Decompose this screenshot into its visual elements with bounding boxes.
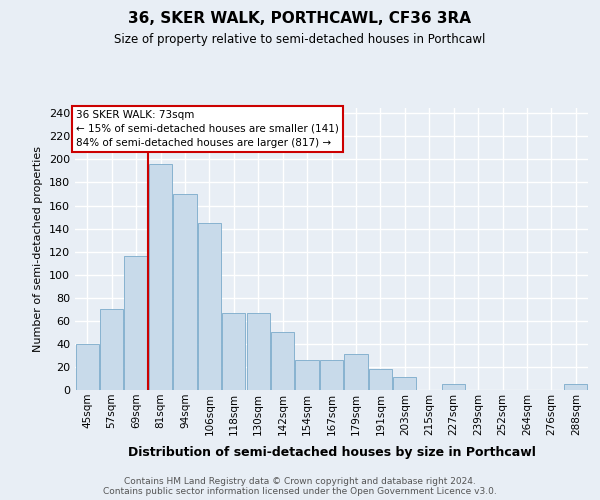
Bar	[173, 194, 197, 390]
Y-axis label: Number of semi-detached properties: Number of semi-detached properties	[34, 146, 43, 352]
Text: Size of property relative to semi-detached houses in Porthcawl: Size of property relative to semi-detach…	[115, 33, 485, 46]
Text: 36 SKER WALK: 73sqm
← 15% of semi-detached houses are smaller (141)
84% of semi-: 36 SKER WALK: 73sqm ← 15% of semi-detach…	[76, 110, 339, 148]
Bar	[271, 332, 294, 390]
Bar	[369, 369, 392, 390]
X-axis label: Distribution of semi-detached houses by size in Porthcawl: Distribution of semi-detached houses by …	[128, 446, 535, 459]
Bar	[247, 312, 270, 390]
Bar	[124, 256, 148, 390]
Text: Contains HM Land Registry data © Crown copyright and database right 2024.
Contai: Contains HM Land Registry data © Crown c…	[103, 476, 497, 496]
Bar	[442, 384, 465, 390]
Bar	[564, 384, 587, 390]
Bar	[295, 360, 319, 390]
Bar	[76, 344, 99, 390]
Bar	[198, 223, 221, 390]
Bar	[149, 164, 172, 390]
Bar	[393, 378, 416, 390]
Bar	[100, 310, 123, 390]
Bar	[320, 360, 343, 390]
Bar	[344, 354, 368, 390]
Bar	[222, 312, 245, 390]
Text: 36, SKER WALK, PORTHCAWL, CF36 3RA: 36, SKER WALK, PORTHCAWL, CF36 3RA	[128, 11, 472, 26]
